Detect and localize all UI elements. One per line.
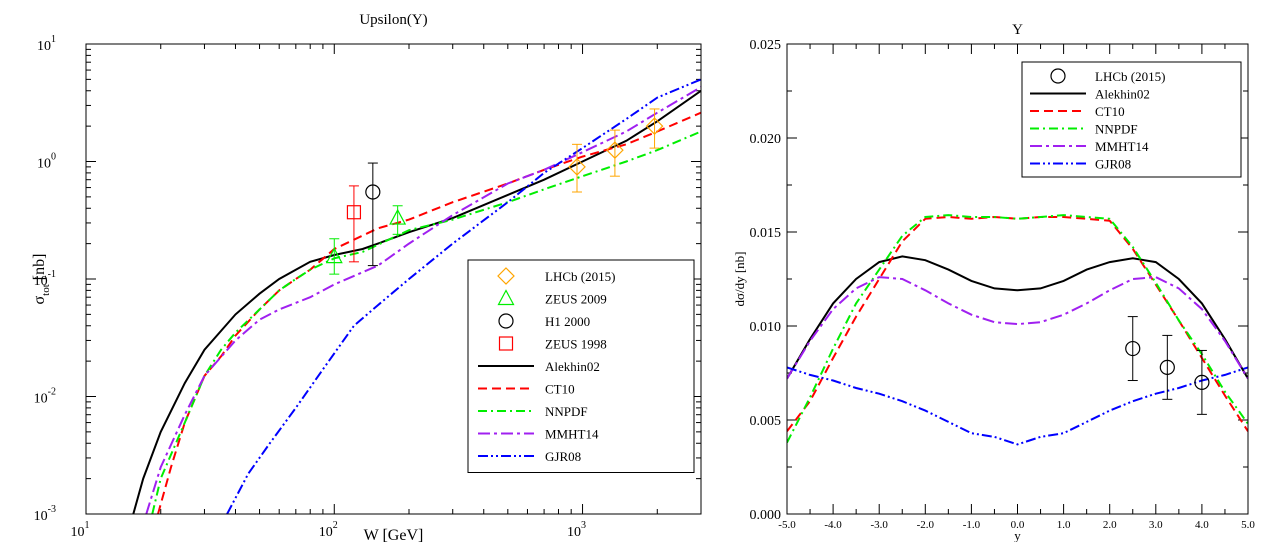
chart-title: Y: [1012, 22, 1023, 38]
x-tick-label: 1.0: [1057, 519, 1071, 531]
legend-label: NNPDF: [545, 404, 588, 419]
legend-marker-zeus-2009: [497, 289, 515, 306]
data-point-lhcb-2015: [568, 158, 586, 176]
x-tick-label: 102: [319, 520, 338, 540]
error-bar-lhcb-2015: [1162, 334, 1173, 400]
legend-box: [1021, 61, 1242, 178]
plot-frame: [786, 43, 1249, 515]
x-tick-label: 2.0: [1103, 519, 1117, 531]
y-tick-label: 0.005: [750, 414, 782, 429]
data-point-lhcb-2015: [1125, 340, 1141, 357]
legend-label: MMHT14: [1095, 139, 1149, 154]
legend-label: Alekhin02: [545, 359, 600, 374]
data-point-zeus-1998: [346, 205, 362, 220]
error-bar-lhcb-2015: [1196, 349, 1207, 415]
data-point-lhcb-2015: [606, 141, 624, 159]
data-point-lhcb-2015: [645, 117, 664, 135]
legend-label: CT10: [545, 382, 575, 397]
series-line-gjr08: [787, 366, 1248, 446]
x-axis-label: W [GeV]: [364, 527, 424, 542]
data-point-zeus-2009: [389, 208, 407, 225]
y-tick-label: 0.025: [750, 38, 782, 53]
legend-label: CT10: [1095, 104, 1125, 119]
y-axis-label: dσ/dy [nb]: [732, 251, 747, 306]
series-line-alekhin02: [787, 255, 1248, 380]
error-bar-lhcb-2015: [649, 108, 660, 149]
legend-label: MMHT14: [545, 427, 599, 442]
y-tick-label: 0.000: [750, 508, 782, 523]
legend-marker-zeus-1998: [498, 336, 514, 351]
legend-label: LHCb (2015): [545, 269, 615, 284]
legend-label: ZEUS 2009: [545, 292, 607, 307]
legend-marker-h1-2000: [498, 313, 514, 329]
series-line-mmht14: [145, 86, 701, 514]
x-tick-label: 5.0: [1241, 519, 1255, 531]
series-line-ct10: [157, 111, 701, 514]
data-point-h1-2000: [365, 184, 381, 200]
plot-frame: [85, 43, 702, 515]
x-tick-label: 0.0: [1011, 519, 1025, 531]
series-line-mmht14: [787, 276, 1248, 380]
x-axis-label: y: [1014, 528, 1021, 542]
error-bar-zeus-1998: [348, 185, 359, 263]
error-bar-h1-2000: [367, 162, 378, 267]
data-point-lhcb-2015: [1194, 374, 1210, 390]
chart-title: Upsilon(Y): [359, 12, 427, 28]
x-tick-label: -5.0: [778, 519, 796, 531]
x-tick-label: -3.0: [870, 519, 888, 531]
y-tick-label: 10-3: [34, 504, 56, 524]
data-point-zeus-2009: [325, 247, 343, 264]
legend-label: GJR08: [545, 449, 581, 464]
legend-label: LHCb (2015): [1095, 69, 1165, 84]
error-bar-zeus-2009: [329, 238, 340, 275]
right-chart-rapidity-distribution: -5.0 -4.0 -3.0 -2.0 -1.0 0.0 1.0 2.0 3.0 4.0 5.0 0.…: [732, 22, 1255, 542]
legend-label: Alekhin02: [1095, 87, 1150, 102]
legend-marker-lhcb-2015: [1050, 68, 1066, 84]
x-tick-label: 3.0: [1149, 519, 1163, 531]
legend-label: NNPDF: [1095, 122, 1138, 137]
legend-marker-lhcb-2015: [497, 267, 515, 285]
legend: LHCb (2015) Alekhin02 CT10 NNPDF MMHT14 GJR08: [1021, 61, 1242, 178]
y-tick-label: 101: [37, 34, 56, 54]
error-bar-lhcb-2015: [609, 129, 620, 177]
y-tick-label: 0.020: [750, 132, 782, 147]
x-tick-label: -2.0: [917, 519, 935, 531]
y-tick-label: 100: [37, 152, 56, 172]
x-tick-label: 4.0: [1195, 519, 1209, 531]
y-tick-label: 0.015: [750, 226, 782, 241]
series-line-nnpdf: [787, 214, 1248, 444]
legend: LHCb (2015) ZEUS 2009 H1 2000 ZEUS 1998 Alek…: [467, 259, 695, 473]
y-tick-label: 0.010: [750, 320, 782, 335]
y-tick-label: 10-2: [34, 387, 56, 407]
legend-label: GJR08: [1095, 157, 1131, 172]
series-line-gjr08: [226, 78, 701, 514]
data-point-lhcb-2015: [1159, 359, 1175, 375]
x-tick-label: 103: [567, 520, 586, 540]
error-bar-lhcb-2015: [1127, 316, 1138, 382]
legend-label: H1 2000: [545, 314, 590, 329]
x-tick-label: 101: [71, 520, 90, 540]
x-tick-label: -1.0: [963, 519, 981, 531]
x-tick-label: -4.0: [824, 519, 842, 531]
series-line-ct10: [787, 215, 1248, 432]
legend-label: ZEUS 1998: [545, 337, 607, 352]
error-bar-lhcb-2015: [572, 143, 583, 193]
